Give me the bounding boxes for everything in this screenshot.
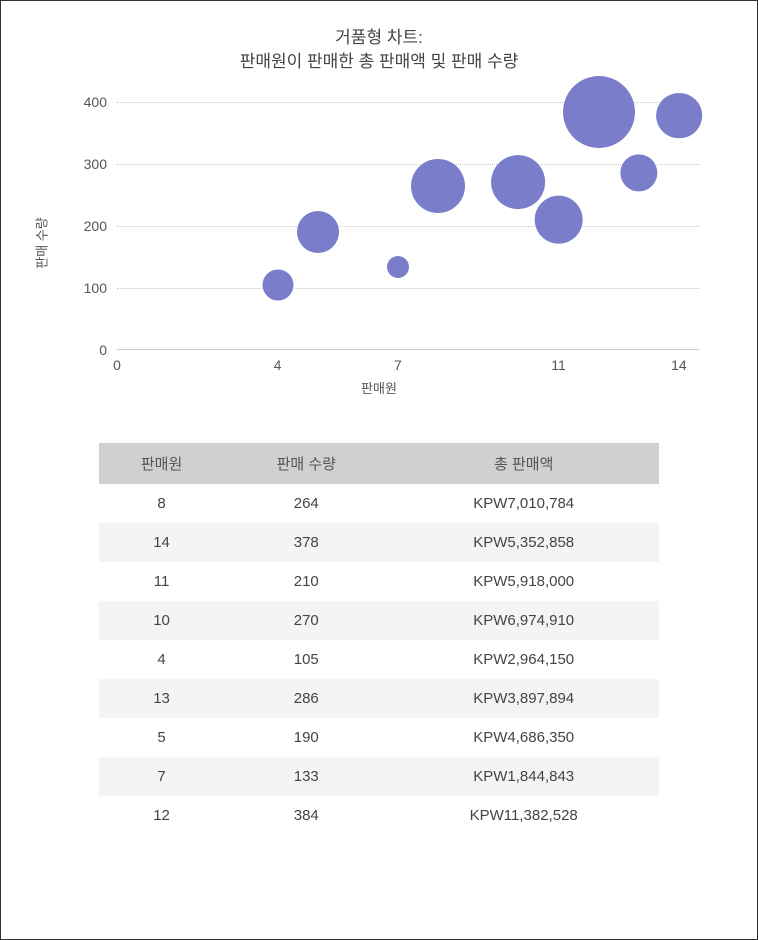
bubble-chart: 판매 수량 01002003004000471114 판매원 [49, 90, 709, 397]
table-row: 8264KPW7,010,784 [99, 484, 659, 523]
table-cell: 7 [99, 757, 224, 796]
table-row: 11210KPW5,918,000 [99, 562, 659, 601]
col-header-1: 판매 수량 [224, 443, 388, 484]
chart-title: 거품형 차트: 판매원이 판매한 총 판매액 및 판매 수량 [31, 26, 727, 74]
bubble [297, 211, 339, 253]
table-cell: 10 [99, 601, 224, 640]
table-cell: KPW5,352,858 [388, 523, 659, 562]
ytick-label: 100 [67, 280, 117, 296]
x-axis-label: 판매원 [49, 378, 709, 397]
table-cell: 8 [99, 484, 224, 523]
table-cell: 12 [99, 796, 224, 835]
xtick-label: 0 [113, 349, 121, 373]
y-axis-label: 판매 수량 [32, 217, 51, 268]
table-row: 5190KPW4,686,350 [99, 718, 659, 757]
table-cell: KPW4,686,350 [388, 718, 659, 757]
table-cell: KPW2,964,150 [388, 640, 659, 679]
data-table: 판매원 판매 수량 총 판매액 8264KPW7,010,78414378KPW… [99, 443, 659, 835]
table-cell: 264 [224, 484, 388, 523]
table-cell: KPW6,974,910 [388, 601, 659, 640]
table-row: 10270KPW6,974,910 [99, 601, 659, 640]
table-row: 12384KPW11,382,528 [99, 796, 659, 835]
table-cell: KPW5,918,000 [388, 562, 659, 601]
gridline [117, 288, 699, 289]
bubble [563, 76, 635, 148]
table-row: 14378KPW5,352,858 [99, 523, 659, 562]
bubble [411, 159, 465, 213]
table-cell: 384 [224, 796, 388, 835]
table-row: 4105KPW2,964,150 [99, 640, 659, 679]
bubble [262, 269, 293, 300]
table-cell: 11 [99, 562, 224, 601]
xtick-label: 11 [551, 349, 566, 373]
xtick-label: 14 [671, 349, 687, 373]
xtick-label: 4 [274, 349, 282, 373]
col-header-0: 판매원 [99, 443, 224, 484]
bubble [620, 154, 657, 191]
page-frame: 거품형 차트: 판매원이 판매한 총 판매액 및 판매 수량 판매 수량 010… [0, 0, 758, 940]
table-cell: 105 [224, 640, 388, 679]
table-cell: 5 [99, 718, 224, 757]
plot-area: 01002003004000471114 [117, 90, 699, 350]
table-cell: 378 [224, 523, 388, 562]
table-cell: 286 [224, 679, 388, 718]
ytick-label: 0 [67, 342, 117, 358]
ytick-label: 300 [67, 156, 117, 172]
xtick-label: 7 [394, 349, 402, 373]
table-cell: KPW7,010,784 [388, 484, 659, 523]
table-cell: 270 [224, 601, 388, 640]
bubble [491, 156, 545, 210]
table-cell: 190 [224, 718, 388, 757]
table-cell: KPW3,897,894 [388, 679, 659, 718]
chart-title-line1: 거품형 차트: [335, 28, 423, 47]
ytick-label: 200 [67, 218, 117, 234]
ytick-label: 400 [67, 94, 117, 110]
table-body: 8264KPW7,010,78414378KPW5,352,85811210KP… [99, 484, 659, 835]
table-cell: 210 [224, 562, 388, 601]
table-cell: 14 [99, 523, 224, 562]
bubble [387, 256, 409, 278]
table-cell: KPW1,844,843 [388, 757, 659, 796]
table-header: 판매원 판매 수량 총 판매액 [99, 443, 659, 484]
chart-title-line2: 판매원이 판매한 총 판매액 및 판매 수량 [240, 52, 519, 71]
table-row: 7133KPW1,844,843 [99, 757, 659, 796]
bubble [656, 93, 702, 139]
table-cell: KPW11,382,528 [388, 796, 659, 835]
table-cell: 133 [224, 757, 388, 796]
table-row: 13286KPW3,897,894 [99, 679, 659, 718]
table-cell: 13 [99, 679, 224, 718]
gridline [117, 226, 699, 227]
table-cell: 4 [99, 640, 224, 679]
bubble [534, 195, 583, 244]
gridline [117, 164, 699, 165]
col-header-2: 총 판매액 [388, 443, 659, 484]
